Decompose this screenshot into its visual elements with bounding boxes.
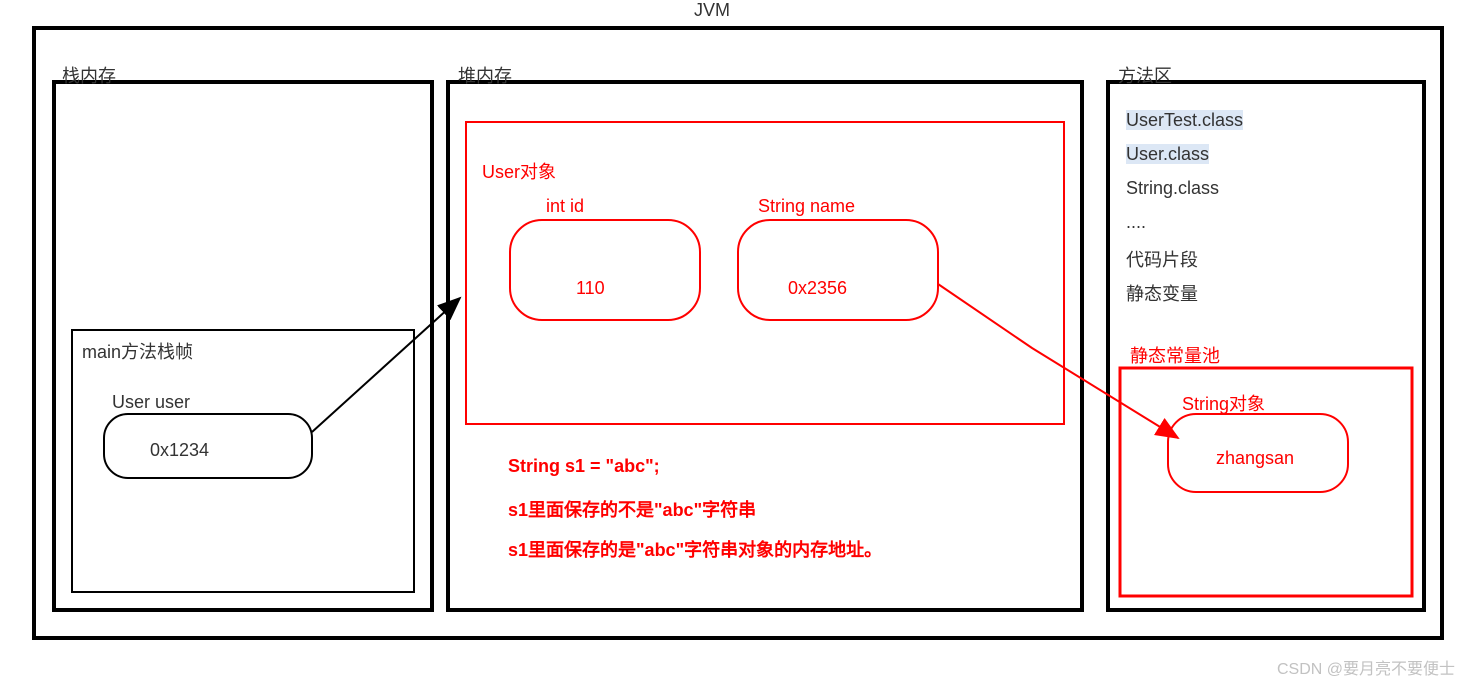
main-frame-box [72, 330, 414, 592]
string-name-label: String name [758, 196, 855, 217]
note-line-1: String s1 = "abc"; [508, 456, 660, 477]
method-item-2: String.class [1126, 178, 1219, 199]
int-id-cell [510, 220, 700, 320]
string-name-cell [738, 220, 938, 320]
method-area-label: 方法区 [1118, 62, 1172, 88]
method-item-3: .... [1126, 212, 1146, 233]
constant-pool-label: 静态常量池 [1130, 342, 1220, 368]
user-var-label: User user [112, 392, 190, 413]
stack-label: 栈内存 [62, 62, 116, 88]
main-frame-label: main方法栈帧 [82, 338, 193, 364]
method-item-4: 代码片段 [1126, 246, 1198, 272]
string-name-value: 0x2356 [788, 278, 847, 299]
int-id-label: int id [546, 196, 584, 217]
heap-label: 堆内存 [458, 62, 512, 88]
constant-pool-box [1120, 368, 1412, 596]
int-id-value: 110 [576, 278, 605, 299]
method-item-1: User.class [1126, 144, 1209, 165]
diagram-svg [0, 0, 1475, 689]
user-var-value: 0x1234 [150, 440, 209, 461]
arrow-stack-heap [312, 298, 460, 432]
string-obj-label: String对象 [1182, 390, 1265, 416]
watermark: CSDN @要月亮不要便士 [1277, 655, 1455, 679]
method-item-0: UserTest.class [1126, 110, 1243, 131]
note-line-3: s1里面保存的是"abc"字符串对象的内存地址。 [508, 536, 882, 562]
note-line-2: s1里面保存的不是"abc"字符串 [508, 496, 756, 522]
method-item-5: 静态变量 [1126, 280, 1198, 306]
string-obj-value: zhangsan [1216, 448, 1294, 469]
user-object-label: User对象 [482, 158, 556, 184]
